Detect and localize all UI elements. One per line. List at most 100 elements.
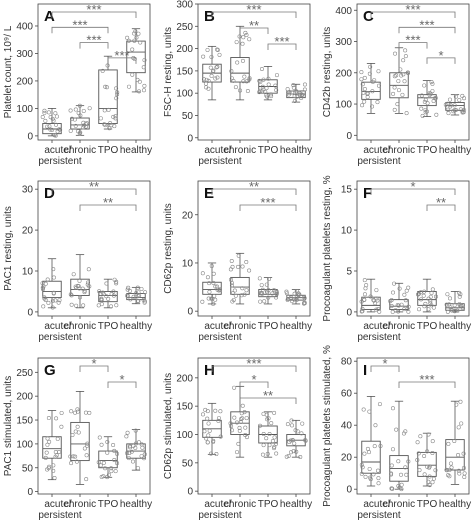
box-2 — [228, 252, 252, 305]
data-point — [267, 443, 272, 448]
data-point — [236, 264, 241, 269]
data-point — [403, 465, 408, 470]
data-point — [205, 440, 210, 445]
y-axis-label: PAC1 stimulated, units — [3, 376, 14, 476]
data-point — [401, 72, 406, 77]
data-point — [392, 107, 397, 112]
data-point — [104, 281, 109, 286]
data-point — [389, 303, 394, 308]
data-point — [205, 416, 210, 421]
data-point — [376, 481, 381, 486]
significance-stars: *** — [260, 195, 275, 210]
data-point — [390, 447, 395, 452]
data-point — [239, 411, 244, 416]
data-point — [406, 309, 411, 314]
data-point — [274, 290, 279, 295]
data-point — [289, 423, 294, 428]
significance-stars: * — [251, 372, 256, 387]
data-point — [207, 428, 212, 433]
bracket-line — [370, 188, 456, 195]
data-point — [427, 464, 432, 469]
data-point — [399, 482, 404, 487]
data-point — [456, 468, 461, 473]
box-iqr — [70, 421, 90, 462]
data-point — [139, 286, 144, 291]
y-tick-label: 300 — [176, 0, 193, 11]
x-tick-label: TPO — [98, 321, 119, 332]
data-point — [419, 93, 424, 98]
data-point — [399, 73, 404, 78]
data-point — [402, 307, 407, 312]
box-1 — [200, 262, 223, 306]
data-point — [289, 418, 294, 423]
data-point — [59, 424, 64, 429]
data-point — [242, 292, 247, 297]
data-point — [286, 294, 291, 299]
x-tick-label: healthy — [280, 145, 312, 156]
box-4 — [444, 399, 467, 485]
box-4 — [285, 82, 307, 103]
data-point — [272, 435, 277, 440]
data-point — [215, 287, 220, 292]
data-point — [45, 124, 50, 129]
y-tick-label: 30 — [22, 185, 34, 196]
data-point — [373, 301, 378, 306]
data-point — [404, 111, 409, 116]
data-point — [115, 461, 120, 466]
data-point — [427, 91, 432, 96]
data-point — [462, 96, 467, 101]
data-point — [373, 423, 378, 428]
data-point — [284, 289, 289, 294]
data-point — [452, 103, 457, 108]
data-point — [83, 410, 88, 415]
data-point — [216, 418, 221, 423]
significance-stars: *** — [72, 17, 87, 32]
data-point — [257, 78, 262, 83]
y-tick-label: 150 — [176, 402, 193, 413]
data-point — [456, 453, 461, 458]
significance-bracket: *** — [211, 2, 297, 18]
data-point — [135, 77, 140, 82]
data-point — [403, 54, 408, 59]
data-point — [50, 305, 55, 310]
data-point — [423, 97, 428, 102]
box-1 — [359, 395, 383, 487]
data-point — [404, 288, 409, 293]
data-point — [233, 85, 238, 90]
data-point — [417, 307, 422, 312]
data-point — [431, 476, 436, 481]
x-tick-label: TPO — [258, 499, 279, 510]
y-tick-label: 100 — [176, 89, 193, 100]
y-tick-label: 0 — [346, 485, 352, 496]
data-point — [50, 127, 55, 132]
data-point — [396, 88, 401, 93]
data-point — [296, 293, 301, 298]
panel-letter: I — [363, 362, 367, 379]
data-point — [238, 417, 243, 422]
data-point — [376, 476, 381, 481]
data-point — [396, 459, 401, 464]
data-point — [52, 476, 57, 481]
data-point — [45, 436, 50, 441]
significance-stars: * — [91, 356, 96, 371]
data-point — [206, 78, 211, 83]
data-point — [229, 428, 234, 433]
data-point — [205, 409, 210, 414]
data-point — [460, 93, 465, 98]
data-point — [296, 291, 301, 296]
data-point — [444, 302, 449, 307]
significance-bracket: *** — [398, 372, 456, 388]
x-tick-label: acute/persistent — [357, 499, 401, 521]
data-point — [81, 303, 86, 308]
data-point — [77, 295, 82, 300]
data-point — [114, 303, 119, 308]
data-point — [365, 91, 370, 96]
data-point — [455, 308, 460, 313]
panel-letter: D — [44, 185, 55, 202]
data-point — [112, 277, 117, 282]
box-3 — [415, 432, 438, 488]
data-point — [128, 297, 133, 302]
data-point — [265, 94, 270, 99]
data-point — [240, 58, 245, 63]
